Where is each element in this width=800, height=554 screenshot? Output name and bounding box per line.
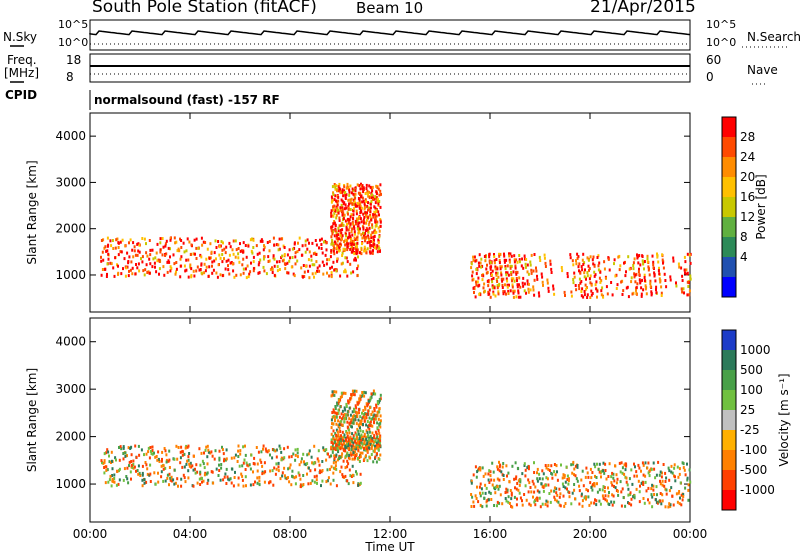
velocity-colorbar-segment [722,410,736,430]
velocity-ytick-label: 4000 [55,335,86,349]
velocity-colorbar-segment [722,390,736,410]
velocity-colorbar-tick: -500 [740,463,767,477]
noise-tick-high-right: 10^5 [706,18,737,31]
power-colorbar-segment [722,257,736,277]
velocity-colorbar-segment [722,470,736,490]
x-tick-label: 16:00 [473,527,508,541]
power-colorbar-segment [722,237,736,257]
nsearch-label: N.Search [747,30,800,44]
freq-unit: [MHz] [4,66,40,80]
freq-label: Freq. [7,53,37,67]
power-colorbar-segment [722,197,736,217]
power-colorbar-segment [722,157,736,177]
power-colorbar-frame [721,116,737,298]
power-colorbar-label: Power [dB] [754,174,768,239]
freq-tick-low: 8 [66,70,74,84]
power-echo-field [100,182,692,299]
freq-tick-high: 18 [66,53,82,67]
velocity-colorbar-tick: -100 [740,443,767,457]
velocity-panel [89,317,737,523]
noise-tick-high-left: 10^5 [58,18,89,31]
velocity-colorbar-label: Velocity [m s⁻¹] [777,373,791,466]
power-colorbar-tick: 24 [740,150,755,164]
power-panel [89,112,737,313]
velocity-colorbar-tick: -1000 [740,483,775,497]
power-colorbar-tick: 12 [740,210,755,224]
power-ytick-label: 3000 [55,175,86,189]
power-colorbar-tick: 4 [740,250,748,264]
velocity-colorbar-frame [721,329,737,511]
power-colorbar-tick: 16 [740,190,755,204]
nsky-trace [89,30,691,36]
x-tick-label: 08:00 [273,527,308,541]
velocity-colorbar-segment [722,330,736,350]
x-tick-label: 00:00 [673,527,708,541]
velocity-colorbar-tick: -25 [740,423,760,437]
nsky-label: N.Sky [3,30,38,44]
power-ytick-label: 4000 [55,129,86,143]
power-colorbar-segment [722,137,736,157]
power-colorbar-segment [722,277,736,297]
velocity-colorbar-segment [722,350,736,370]
velocity-ytick-label: 3000 [55,382,86,396]
cpid-text: normalsound (fast) -157 RF [94,93,280,107]
velocity-colorbar-tick: 25 [740,403,755,417]
velocity-frame [89,317,691,523]
velocity-colorbar-segment [722,490,736,510]
beam-label: Beam 10 [356,0,424,17]
power-ytick-label: 1000 [55,268,86,282]
power-colorbar-tick: 20 [740,170,755,184]
velocity-colorbar-segment [722,430,736,450]
velocity-ytick-label: 2000 [55,430,86,444]
freq-panel-frame [89,53,691,83]
x-tick-label: 12:00 [373,527,408,541]
noise-panel-frame [89,19,691,51]
date-label: 21/Apr/2015 [590,0,696,17]
x-axis-label: Time UT [364,540,415,554]
x-tick-label: 04:00 [173,527,208,541]
velocity-colorbar-segment [722,450,736,470]
power-ylabel: Slant Range [km] [25,160,39,264]
power-colorbar-tick: 8 [740,230,748,244]
x-tick-label: 00:00 [73,527,108,541]
velocity-ytick-label: 1000 [55,477,86,491]
velocity-colorbar-tick: 100 [740,383,763,397]
power-colorbar-tick: 28 [740,130,755,144]
noise-tick-low-left: 10^0 [58,36,89,49]
chart-title: South Pole Station (fitACF) [92,0,317,17]
nave-label: Nave [747,63,778,77]
x-tick-label: 20:00 [573,527,608,541]
power-ytick-label: 2000 [55,222,86,236]
nave-tick-high: 60 [706,53,722,67]
power-colorbar-segment [722,217,736,237]
velocity-echo-field [100,389,692,509]
nave-tick-low: 0 [706,70,714,84]
noise-tick-low-right: 10^0 [706,36,737,49]
velocity-ylabel: Slant Range [km] [25,368,39,472]
power-colorbar-segment [722,177,736,197]
velocity-colorbar-segment [722,370,736,390]
velocity-colorbar-tick: 500 [740,363,763,377]
velocity-colorbar-tick: 1000 [740,343,771,357]
power-colorbar-segment [722,117,736,137]
cpid-label: CPID [5,88,38,102]
